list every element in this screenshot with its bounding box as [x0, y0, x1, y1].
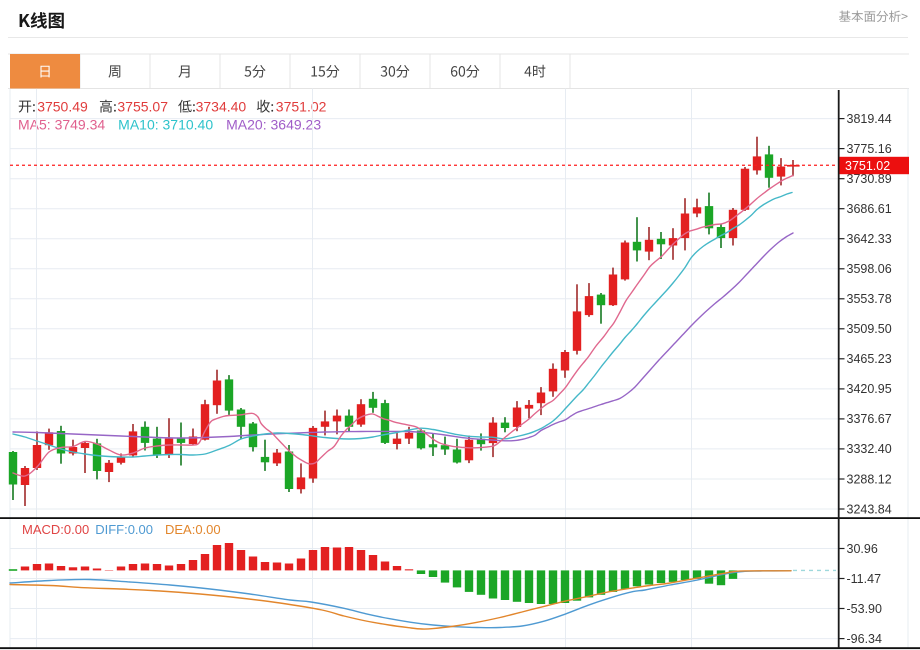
svg-text:-11.47: -11.47 [847, 572, 882, 586]
svg-text:3750.49: 3750.49 [37, 99, 88, 115]
svg-text:3686.61: 3686.61 [847, 202, 892, 216]
svg-text:3420.95: 3420.95 [847, 382, 892, 396]
svg-text:-96.34: -96.34 [847, 632, 882, 646]
svg-text:3642.33: 3642.33 [847, 232, 892, 246]
svg-text:3775.16: 3775.16 [847, 142, 892, 156]
svg-text:3819.44: 3819.44 [847, 112, 892, 126]
svg-text:30.96: 30.96 [847, 542, 878, 556]
svg-text:3376.67: 3376.67 [847, 412, 892, 426]
svg-text:3734.40: 3734.40 [196, 99, 247, 115]
svg-text:3598.06: 3598.06 [847, 262, 892, 276]
svg-text:3509.50: 3509.50 [847, 322, 892, 336]
svg-text:3553.78: 3553.78 [847, 292, 892, 306]
svg-text:3332.40: 3332.40 [847, 442, 892, 456]
svg-text:3730.89: 3730.89 [847, 172, 892, 186]
svg-text:3288.12: 3288.12 [847, 472, 892, 486]
svg-text:3465.23: 3465.23 [847, 352, 892, 366]
svg-text:-53.90: -53.90 [847, 602, 882, 616]
svg-text:3751.02: 3751.02 [845, 159, 890, 173]
svg-text:3751.02: 3751.02 [276, 99, 327, 115]
svg-text:3755.07: 3755.07 [117, 99, 168, 115]
svg-text:3243.84: 3243.84 [847, 502, 892, 516]
